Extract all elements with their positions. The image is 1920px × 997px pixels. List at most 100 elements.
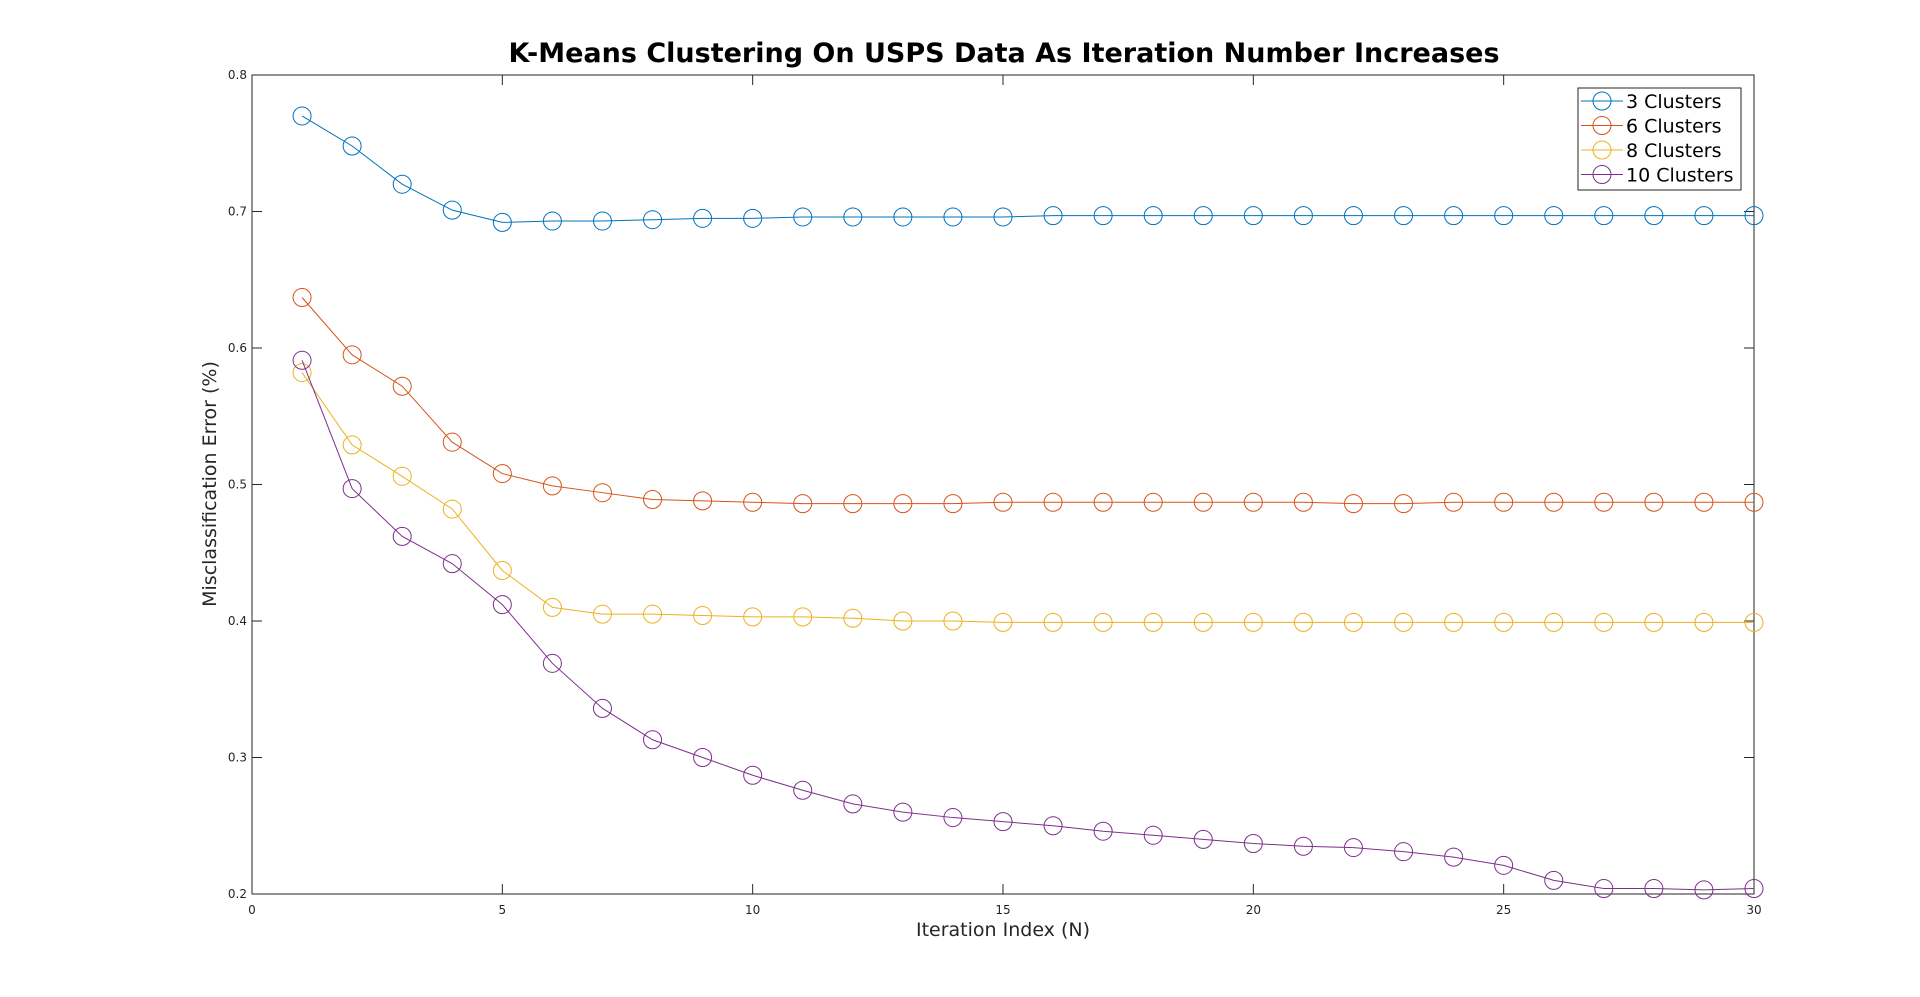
data-point bbox=[1193, 206, 1213, 226]
data-point bbox=[993, 207, 1013, 227]
data-point bbox=[993, 492, 1013, 512]
data-point bbox=[1293, 612, 1313, 632]
data-point bbox=[993, 812, 1013, 832]
legend-label: 6 Clusters bbox=[1626, 116, 1721, 138]
data-point bbox=[1544, 492, 1564, 512]
data-point bbox=[843, 794, 863, 814]
data-point bbox=[1343, 838, 1363, 858]
data-point bbox=[1394, 612, 1414, 632]
series-1 bbox=[292, 106, 1764, 232]
data-point bbox=[442, 432, 462, 452]
data-point bbox=[292, 350, 312, 370]
data-point bbox=[542, 653, 562, 673]
x-tick-label: 5 bbox=[499, 903, 507, 917]
data-point bbox=[693, 606, 713, 626]
x-axis-label: Iteration Index (N) bbox=[916, 919, 1090, 941]
x-tick-label: 10 bbox=[745, 903, 760, 917]
data-point bbox=[643, 490, 663, 510]
y-tick-label: 0.2 bbox=[228, 887, 247, 901]
data-point bbox=[1043, 612, 1063, 632]
data-point bbox=[1644, 492, 1664, 512]
data-point bbox=[1343, 612, 1363, 632]
data-point bbox=[943, 808, 963, 828]
chart-title: K-Means Clustering On USPS Data As Itera… bbox=[508, 38, 1499, 69]
data-point bbox=[292, 106, 312, 126]
data-point bbox=[1494, 492, 1514, 512]
data-point bbox=[1143, 612, 1163, 632]
data-point bbox=[793, 607, 813, 627]
data-point bbox=[793, 494, 813, 514]
data-point bbox=[893, 611, 913, 631]
y-tick-label: 0.4 bbox=[228, 614, 247, 628]
data-point bbox=[1093, 206, 1113, 226]
data-point bbox=[893, 802, 913, 822]
data-point bbox=[442, 554, 462, 574]
series-3 bbox=[292, 363, 1764, 632]
data-point bbox=[1744, 612, 1764, 632]
legend-entry: 6 Clusters bbox=[1581, 116, 1721, 138]
data-point bbox=[442, 499, 462, 519]
legend-box bbox=[1577, 87, 1742, 191]
legend-entry: 3 Clusters bbox=[1581, 91, 1721, 113]
data-point bbox=[492, 464, 512, 484]
data-point bbox=[1494, 612, 1514, 632]
series-line bbox=[301, 115, 1754, 223]
series-4 bbox=[292, 350, 1764, 900]
data-point bbox=[1694, 880, 1714, 900]
legend-marker bbox=[1592, 91, 1612, 111]
data-point bbox=[1744, 206, 1764, 226]
data-point bbox=[1343, 206, 1363, 226]
data-point bbox=[1644, 206, 1664, 226]
data-point bbox=[693, 748, 713, 767]
data-point bbox=[542, 597, 562, 617]
data-point bbox=[1544, 206, 1564, 226]
data-point bbox=[1143, 492, 1163, 512]
data-point bbox=[1243, 206, 1263, 226]
y-axis-label: Misclassification Error (%) bbox=[199, 361, 221, 607]
data-point bbox=[392, 526, 412, 546]
data-point bbox=[643, 730, 663, 750]
data-point bbox=[1394, 842, 1414, 862]
data-point bbox=[1644, 879, 1664, 899]
data-point bbox=[1143, 825, 1163, 845]
data-point bbox=[1594, 612, 1614, 632]
data-point bbox=[492, 212, 512, 232]
data-point bbox=[392, 174, 412, 194]
data-point bbox=[342, 479, 362, 499]
data-point bbox=[1444, 612, 1464, 632]
data-point bbox=[1394, 206, 1414, 226]
x-tick-label: 15 bbox=[995, 903, 1010, 917]
data-point bbox=[1193, 612, 1213, 632]
data-point bbox=[893, 494, 913, 514]
data-point bbox=[1594, 492, 1614, 512]
data-point bbox=[1193, 492, 1213, 512]
legend-entry: 10 Clusters bbox=[1581, 165, 1734, 187]
data-point bbox=[492, 595, 512, 615]
data-point bbox=[592, 483, 612, 503]
data-point bbox=[1293, 836, 1313, 856]
data-point bbox=[1043, 492, 1063, 512]
data-point bbox=[743, 492, 763, 512]
data-point bbox=[943, 611, 963, 631]
data-point bbox=[1243, 612, 1263, 632]
data-point bbox=[1544, 870, 1564, 890]
y-tick-label: 0.8 bbox=[228, 68, 247, 82]
data-point bbox=[1093, 492, 1113, 512]
data-point bbox=[793, 780, 813, 800]
data-point bbox=[1343, 494, 1363, 514]
data-point bbox=[743, 765, 763, 785]
data-point bbox=[1444, 206, 1464, 226]
data-point bbox=[1694, 206, 1714, 226]
data-point bbox=[342, 136, 362, 156]
legend-marker bbox=[1592, 116, 1612, 135]
data-point bbox=[492, 560, 512, 580]
legend-marker bbox=[1592, 165, 1612, 184]
legend-label: 3 Clusters bbox=[1626, 91, 1721, 113]
y-tick-label: 0.6 bbox=[228, 341, 247, 355]
data-point bbox=[1494, 206, 1514, 226]
data-point bbox=[1093, 821, 1113, 841]
data-point bbox=[1744, 492, 1764, 512]
legend-label: 8 Clusters bbox=[1626, 140, 1721, 162]
data-point bbox=[292, 287, 312, 307]
